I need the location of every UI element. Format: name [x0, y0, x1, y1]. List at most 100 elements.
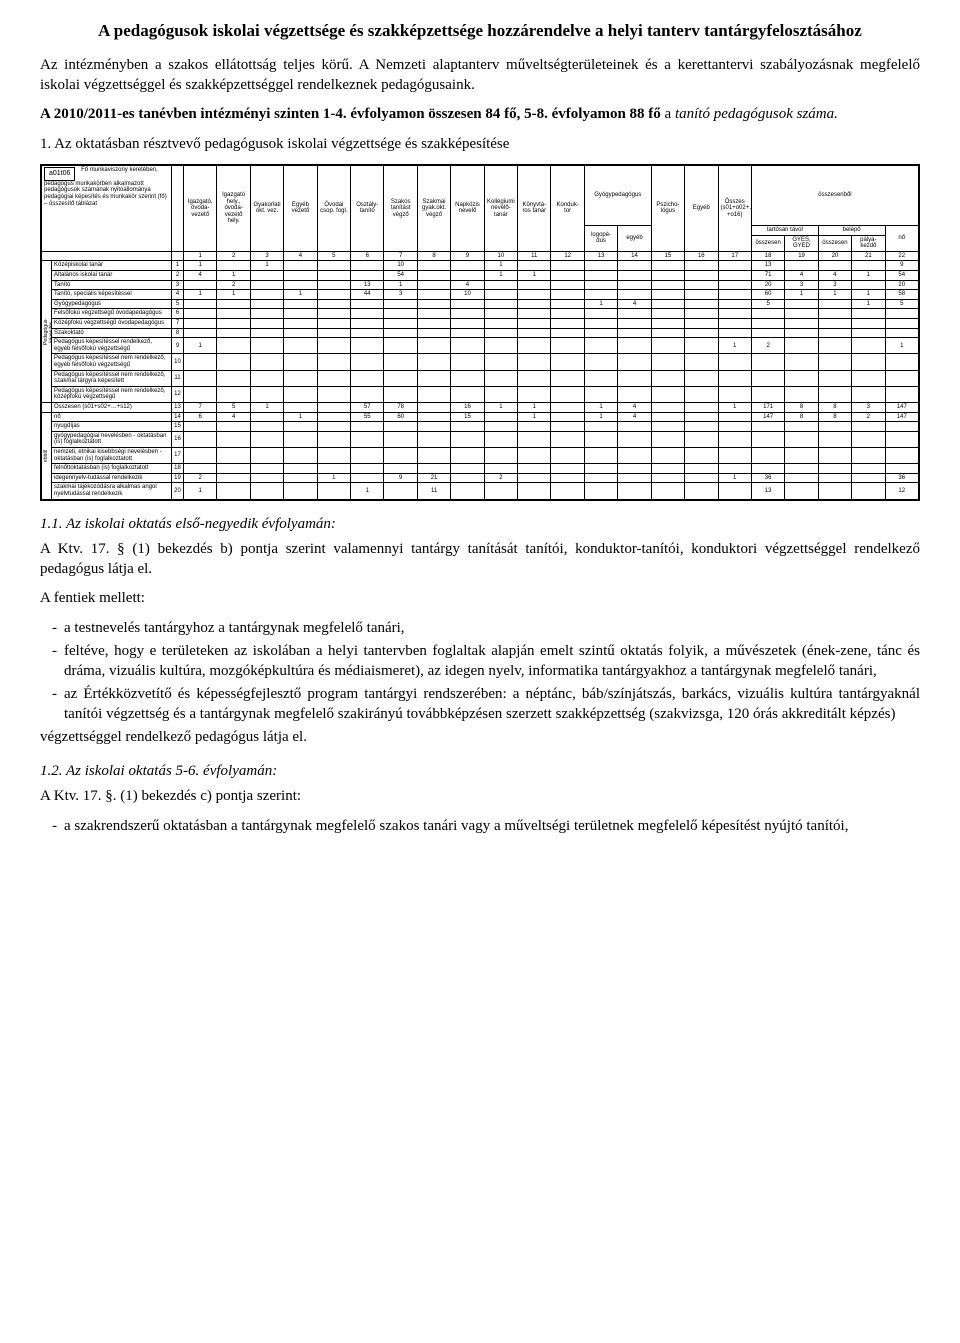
- sub-gyogy-2: egyéb: [618, 226, 651, 252]
- dash-icon: -: [40, 642, 64, 681]
- cell: 54: [384, 271, 417, 281]
- cell: [685, 483, 718, 499]
- cell: [618, 431, 651, 447]
- cell: [651, 431, 684, 447]
- cell: [484, 370, 517, 386]
- cell: [584, 447, 617, 463]
- cell: [852, 447, 885, 463]
- cell: [551, 447, 584, 463]
- cell: [718, 386, 751, 402]
- cell: [518, 328, 551, 338]
- cell: [317, 386, 350, 402]
- cell: [785, 464, 818, 474]
- cell: [718, 431, 751, 447]
- cell: [852, 464, 885, 474]
- cell: [250, 447, 283, 463]
- row-label: nő: [52, 412, 172, 422]
- cell: 1: [518, 412, 551, 422]
- cell: [317, 483, 350, 499]
- cell: [250, 354, 283, 370]
- cell: [551, 412, 584, 422]
- row-label: Összesen (s01+s02+…+s12): [52, 402, 172, 412]
- cell: [518, 473, 551, 483]
- cell: [785, 319, 818, 329]
- table-row: Összesen (s01+s02+…+s12)1375157781611141…: [42, 402, 919, 412]
- cell: [785, 483, 818, 499]
- cell: [551, 422, 584, 432]
- row-num: 11: [172, 370, 184, 386]
- cell: [518, 386, 551, 402]
- cell: [852, 431, 885, 447]
- cell: [317, 319, 350, 329]
- sub-bel-1: összesen: [818, 235, 851, 251]
- cell: [751, 386, 784, 402]
- cell: 13: [751, 483, 784, 499]
- cell: [584, 328, 617, 338]
- cell: [250, 431, 283, 447]
- cell: [885, 328, 918, 338]
- cell: [518, 354, 551, 370]
- cell: [718, 354, 751, 370]
- cell: [417, 402, 450, 412]
- cell: 58: [885, 290, 918, 300]
- cell: [284, 431, 317, 447]
- cell: [584, 431, 617, 447]
- cell: [818, 422, 851, 432]
- cell: [417, 319, 450, 329]
- cell: [818, 354, 851, 370]
- list-item: - a szakrendszerű oktatásban a tantárgyn…: [40, 817, 920, 837]
- cell: [518, 319, 551, 329]
- cell: [551, 299, 584, 309]
- cell: 13: [351, 280, 384, 290]
- row-label: nyugdíjas: [52, 422, 172, 432]
- cell: 71: [751, 271, 784, 281]
- cell: [584, 386, 617, 402]
- sec-1-1-tail: végzettséggel rendelkező pedagógus látja…: [40, 728, 920, 748]
- cell: 44: [351, 290, 384, 300]
- cell: [818, 261, 851, 271]
- sec-1-1-p1: A Ktv. 17. § (1) bekezdés b) pontja szer…: [40, 540, 920, 579]
- table-row: Általános iskolai tanár24154117144154: [42, 271, 919, 281]
- cell: 2: [184, 473, 217, 483]
- cell: [417, 412, 450, 422]
- cell: [184, 431, 217, 447]
- table-header-row: a01t06 Fő munkaviszony keretében, pedagó…: [42, 166, 919, 226]
- cell: [651, 386, 684, 402]
- cell: [551, 309, 584, 319]
- cell: [651, 412, 684, 422]
- row-num: 5: [172, 299, 184, 309]
- cell: [551, 319, 584, 329]
- row-label: Általános iskolai tanár: [52, 271, 172, 281]
- col-hdr-3: Gyakorlati okt. vez.: [250, 166, 283, 252]
- cell: [818, 338, 851, 354]
- cell: 4: [785, 271, 818, 281]
- row-num: 14: [172, 412, 184, 422]
- cell: [317, 290, 350, 300]
- cell: 1: [852, 290, 885, 300]
- cell: [417, 290, 450, 300]
- row-label: Tanító, speciális képesítéssel: [52, 290, 172, 300]
- cell: [317, 271, 350, 281]
- row-num: 20: [172, 483, 184, 499]
- cell: [217, 483, 250, 499]
- cell: [417, 280, 450, 290]
- table-row: Tanító, speciális képesítéssel4111443106…: [42, 290, 919, 300]
- cell: [618, 338, 651, 354]
- cell: [451, 370, 484, 386]
- cell: 1: [484, 402, 517, 412]
- cell: [618, 328, 651, 338]
- cell: [317, 261, 350, 271]
- table-row: ebbőlnő14641556015114147882147: [42, 412, 919, 422]
- cell: [785, 309, 818, 319]
- sub-tart-1: összesen: [751, 235, 784, 251]
- cell: [785, 370, 818, 386]
- cell: [885, 447, 918, 463]
- cell: [852, 328, 885, 338]
- row-num: 8: [172, 328, 184, 338]
- list-item: - feltéve, hogy e területeken az iskoláb…: [40, 642, 920, 681]
- cell: [451, 464, 484, 474]
- cell: [451, 431, 484, 447]
- row-num: 19: [172, 473, 184, 483]
- col-hdr-5: Óvodai csop. fogl.: [317, 166, 350, 252]
- cell: [718, 370, 751, 386]
